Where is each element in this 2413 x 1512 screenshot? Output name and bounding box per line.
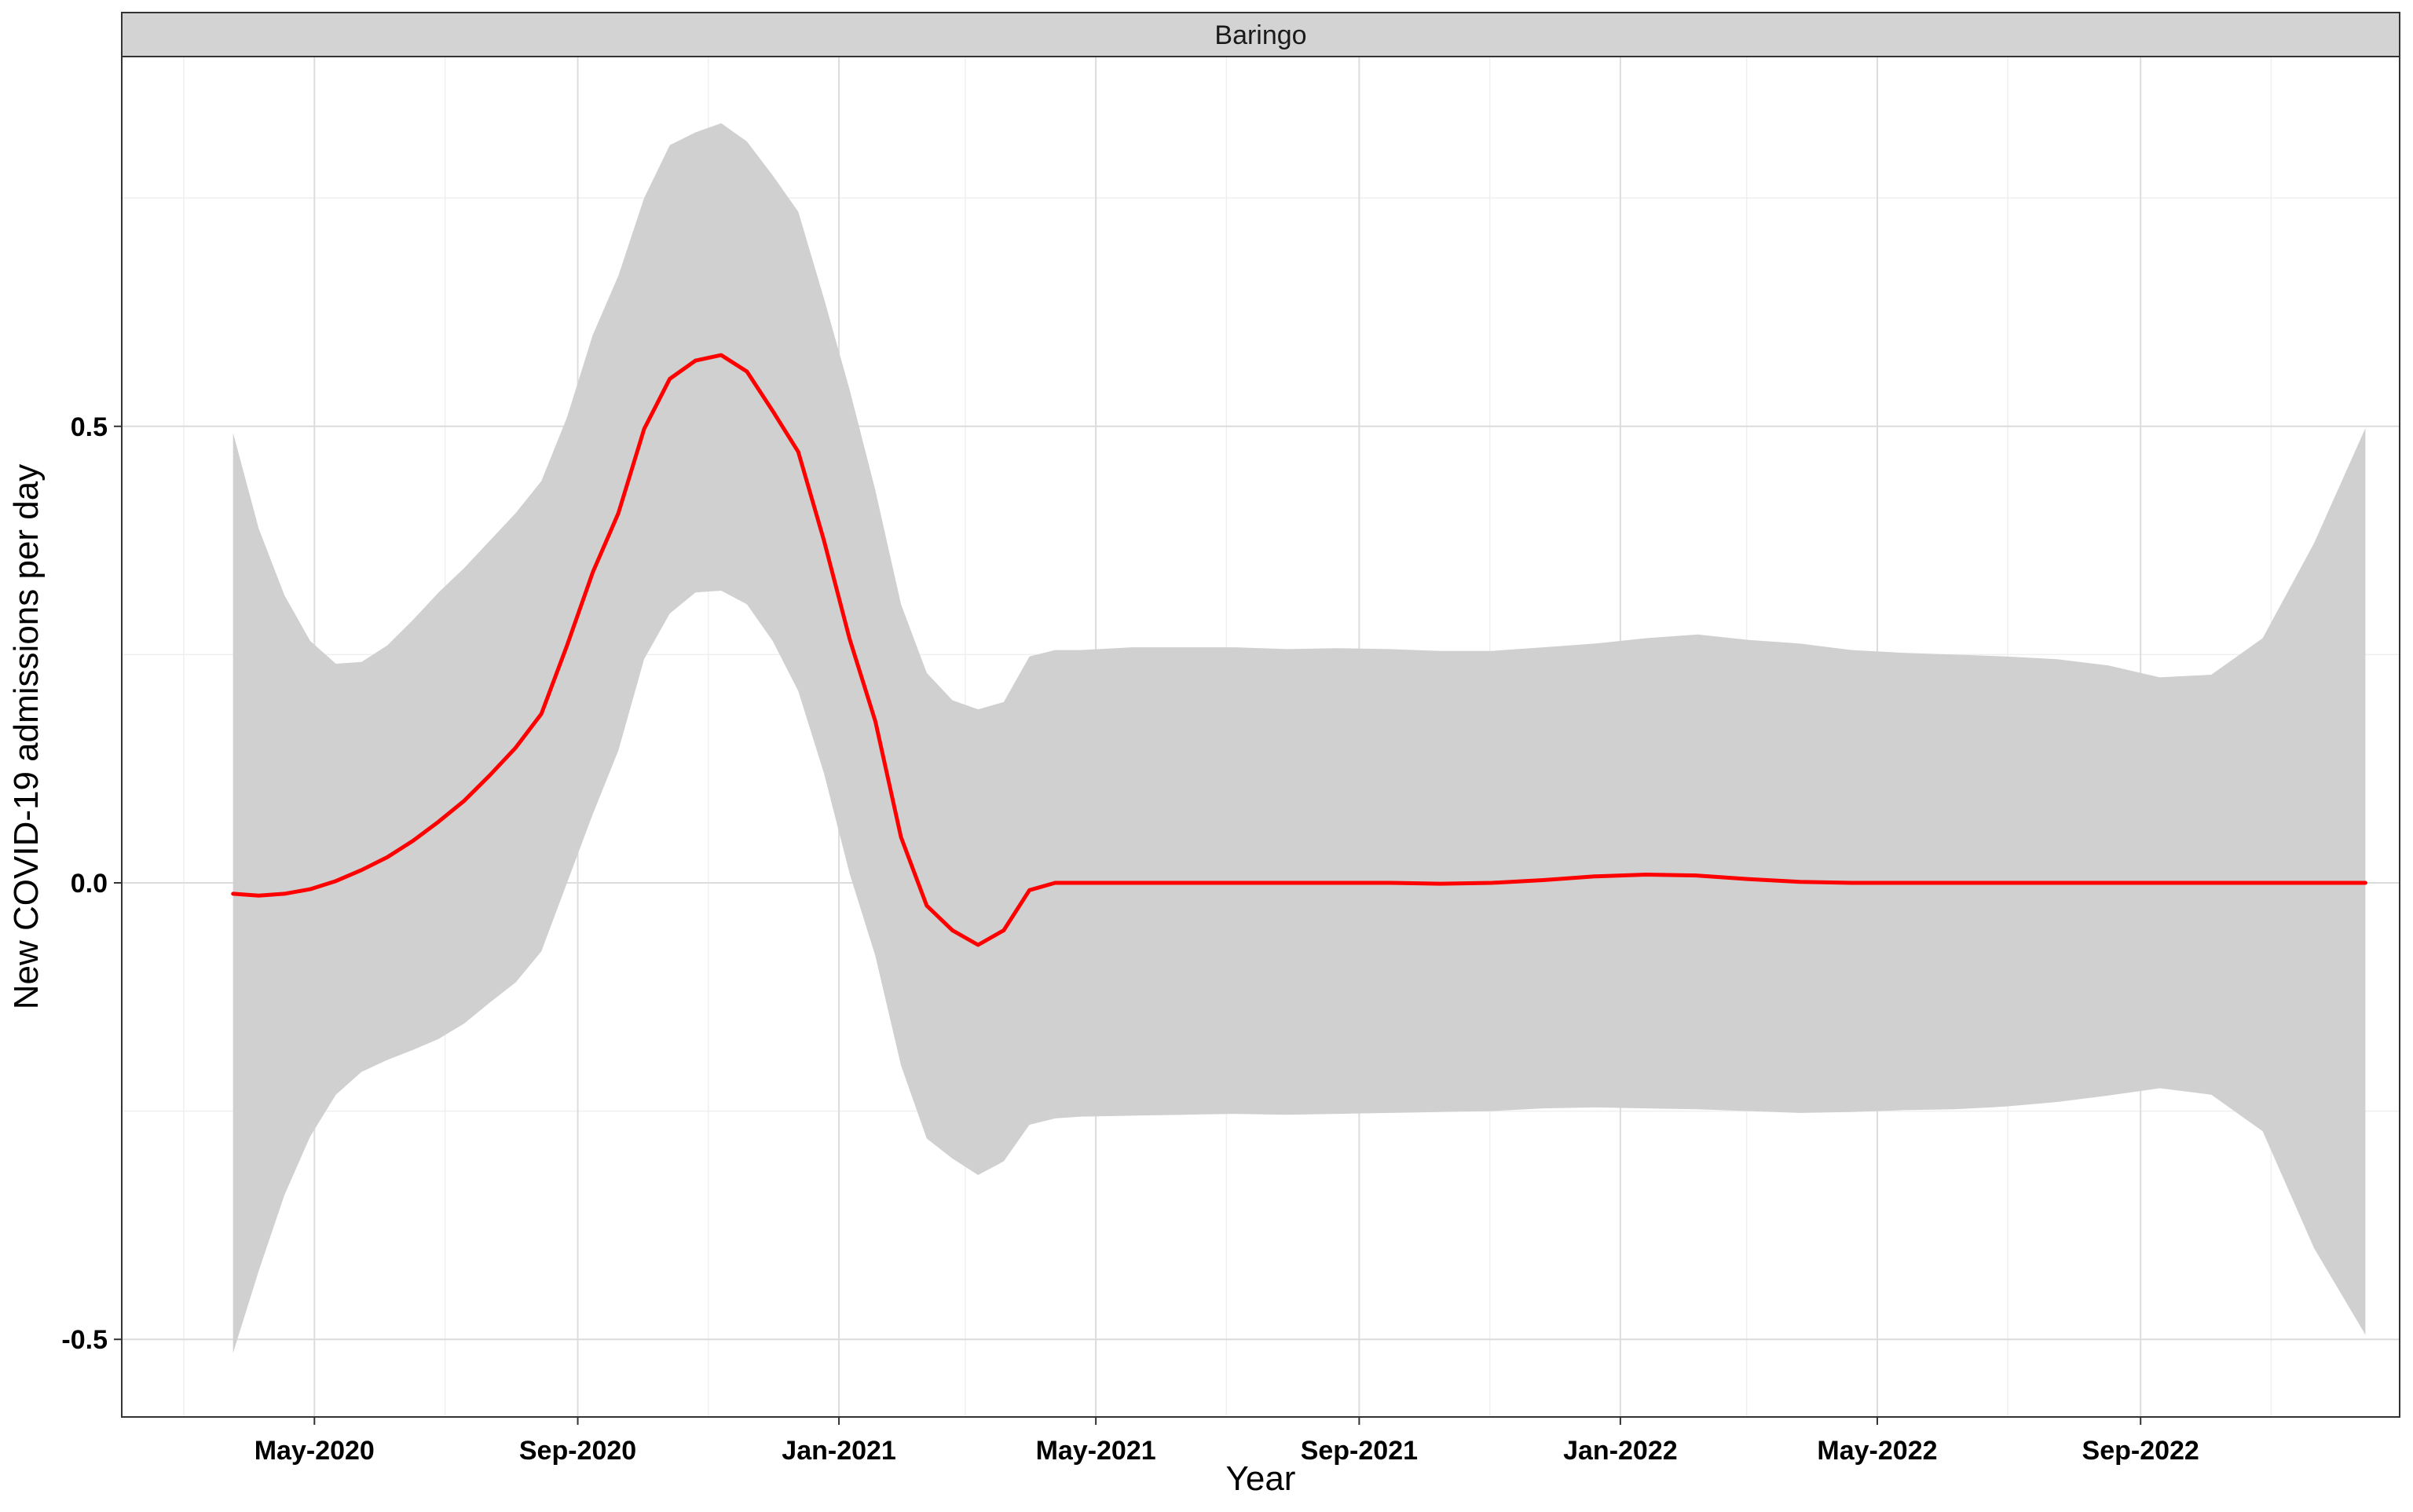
y-axis-title: New COVID-19 admissions per day bbox=[7, 464, 46, 1009]
trend-line-layer bbox=[231, 353, 2367, 947]
x-axis-ticks: May-2020 Sep-2020 Jan-2021 May-2021 Sep-2021… bbox=[254, 1417, 2199, 1466]
plot-panel-border bbox=[121, 56, 2400, 1418]
x-tick-label: May-2021 bbox=[1036, 1436, 1156, 1466]
x-tick-label: May-2020 bbox=[254, 1436, 375, 1466]
facet-strip bbox=[121, 12, 2400, 57]
y-tick-label: 0.5 bbox=[71, 412, 108, 442]
x-tick-label: Sep-2022 bbox=[2082, 1436, 2199, 1466]
y-tick-label: 0.0 bbox=[71, 869, 108, 899]
confidence-ribbon bbox=[233, 123, 2366, 1353]
confidence-ribbon-layer bbox=[233, 123, 2366, 1353]
x-tick-label: Sep-2021 bbox=[1301, 1436, 1418, 1466]
x-axis-title: Year bbox=[1226, 1459, 1296, 1498]
x-tick-label: Sep-2020 bbox=[519, 1436, 636, 1466]
x-tick-label: Jan-2021 bbox=[782, 1436, 896, 1466]
x-tick-label: Jan-2022 bbox=[1563, 1436, 1678, 1466]
x-tick-label: May-2022 bbox=[1817, 1436, 1937, 1466]
facet-strip-label: Baringo bbox=[1214, 20, 1306, 50]
series-line bbox=[231, 353, 2367, 947]
y-axis-ticks: -0.5 0.0 0.5 bbox=[61, 412, 122, 1355]
y-tick-label: -0.5 bbox=[61, 1325, 108, 1355]
